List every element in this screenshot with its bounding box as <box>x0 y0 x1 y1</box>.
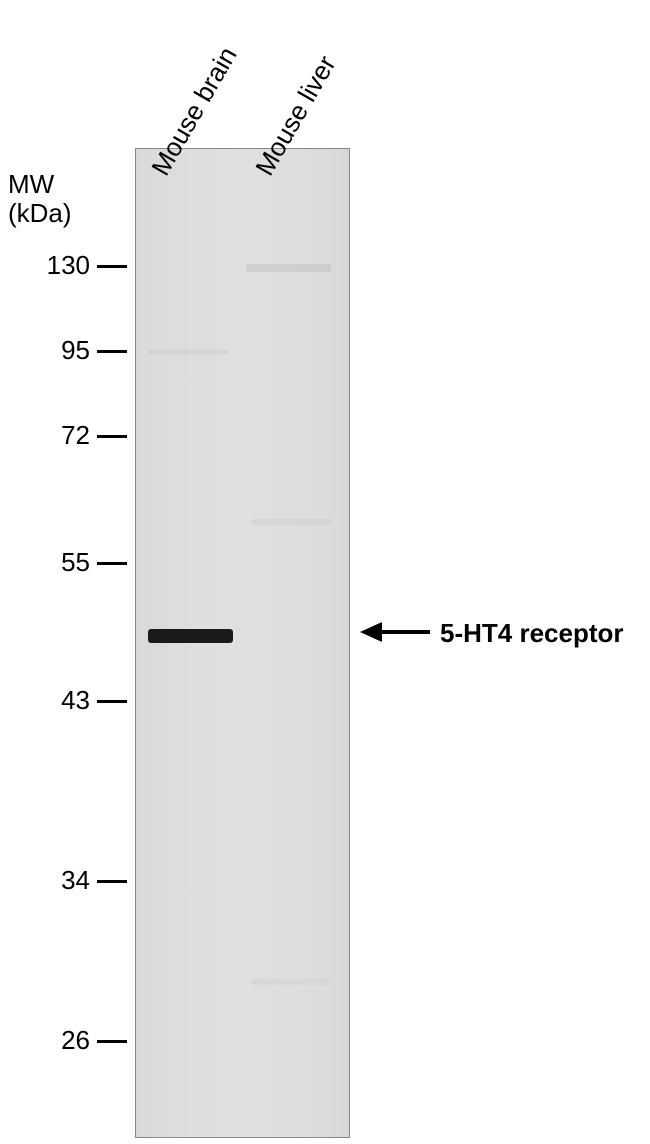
marker-tick-95 <box>97 350 127 353</box>
blot-membrane <box>135 148 350 1138</box>
marker-label-26: 26 <box>61 1025 90 1056</box>
marker-tick-72 <box>97 435 127 438</box>
arrow-head <box>360 622 382 642</box>
faint-band-4 <box>251 979 331 985</box>
faint-band-3 <box>251 519 331 525</box>
main-band-lane1 <box>148 629 233 643</box>
marker-label-43: 43 <box>61 685 90 716</box>
marker-label-72: 72 <box>61 420 90 451</box>
marker-tick-55 <box>97 562 127 565</box>
mw-text: MW <box>8 169 54 199</box>
faint-band-2 <box>148 349 228 355</box>
marker-label-95: 95 <box>61 335 90 366</box>
mw-unit: (kDa) <box>8 198 72 228</box>
arrow-line <box>382 630 430 634</box>
faint-band-1 <box>246 264 331 272</box>
mw-header: MW (kDa) <box>8 170 72 227</box>
marker-tick-43 <box>97 700 127 703</box>
marker-label-130: 130 <box>47 250 90 281</box>
marker-label-34: 34 <box>61 865 90 896</box>
target-band-label: 5-HT4 receptor <box>440 618 624 649</box>
western-blot-figure: MW (kDa) Mouse brain Mouse liver 5-HT4 r… <box>0 0 650 1144</box>
marker-tick-130 <box>97 265 127 268</box>
marker-label-55: 55 <box>61 547 90 578</box>
marker-tick-34 <box>97 880 127 883</box>
marker-tick-26 <box>97 1040 127 1043</box>
